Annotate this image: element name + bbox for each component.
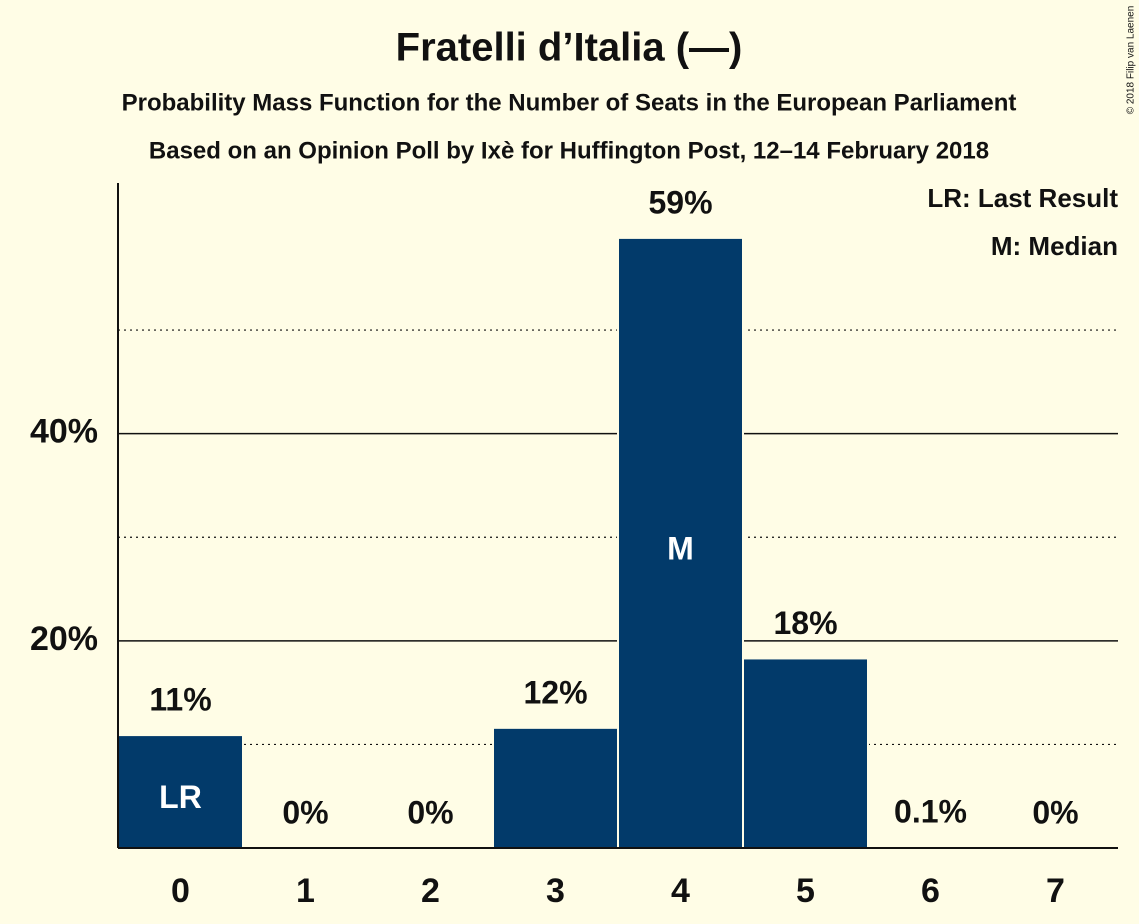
value-label: 0% [407,794,453,830]
value-label: 59% [648,184,712,220]
value-label: 11% [149,682,211,718]
bar [117,734,244,850]
value-label: 18% [773,605,837,641]
x-tick-label: 0 [171,872,190,910]
x-tick-label: 1 [296,872,315,910]
value-label: 0% [282,794,328,830]
x-tick-label: 4 [671,872,690,910]
legend-entry: LR: Last Result [927,183,1118,213]
x-tick-label: 3 [546,872,565,910]
x-tick-label: 7 [1046,872,1065,910]
chart-subtitle: Based on an Opinion Poll by Ixè for Huff… [149,137,989,164]
copyright: © 2018 Filip van Laenen [1126,6,1137,115]
legend-entry: M: Median [991,231,1118,261]
bar [617,236,744,850]
bar [742,657,869,849]
bar [492,726,619,849]
chart-subtitle: Probability Mass Function for the Number… [122,89,1017,116]
x-tick-label: 5 [796,872,815,910]
y-tick-label: 20% [30,620,98,658]
y-tick-label: 40% [30,413,98,451]
value-label: 0% [1032,794,1078,830]
x-tick-label: 6 [921,872,940,910]
value-label: 12% [523,674,587,710]
x-tick-label: 2 [421,872,440,910]
chart-title: Fratelli d’Italia (—) [396,26,743,70]
bar-label: LR [159,779,202,815]
value-label: 0.1% [894,793,967,829]
bar-label: M [667,530,694,566]
